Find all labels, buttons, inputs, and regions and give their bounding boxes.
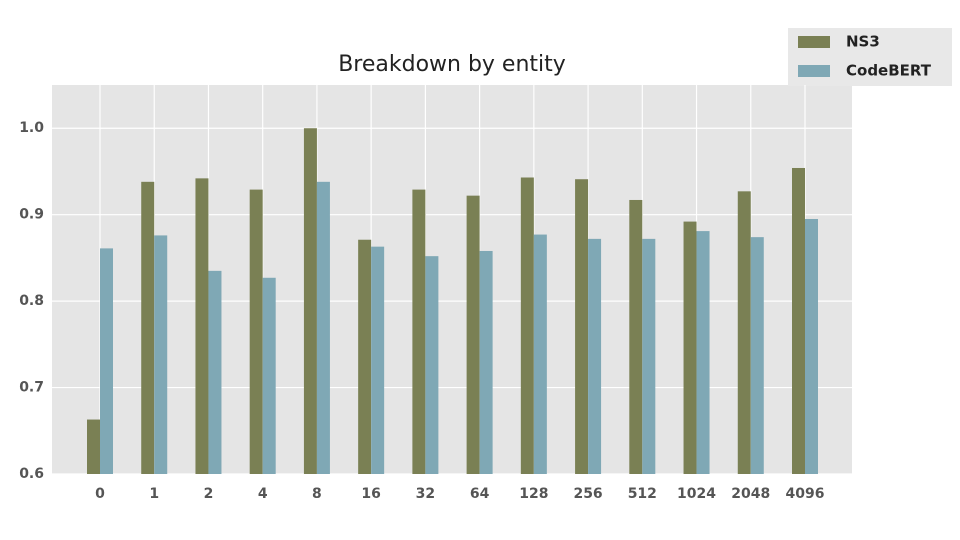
bar: [792, 167, 805, 474]
bar: [249, 189, 263, 474]
x-tick-label: 16: [361, 486, 380, 502]
bar: [533, 234, 547, 474]
bar: [750, 237, 764, 474]
bar: [154, 235, 168, 474]
y-tick-label: 0.7: [19, 380, 44, 396]
bar: [575, 179, 589, 475]
legend-swatch: [798, 36, 830, 48]
bar: [683, 221, 697, 474]
x-tick-label: 256: [573, 486, 602, 502]
bar: [642, 238, 656, 474]
x-tick-label: 64: [470, 486, 490, 502]
y-tick-label: 1.0: [19, 120, 44, 136]
legend-label: NS3: [846, 33, 880, 51]
legend-swatch: [798, 65, 830, 77]
x-tick-label: 1024: [677, 486, 716, 502]
x-tick-label: 0: [95, 486, 105, 502]
chart-title: Breakdown by entity: [338, 52, 566, 77]
bar: [87, 419, 100, 474]
bar: [262, 277, 276, 474]
y-tick-label: 0.6: [19, 466, 44, 482]
bar: [195, 178, 209, 475]
bar: [737, 191, 751, 474]
bar: [358, 239, 372, 474]
x-tick-label: 4: [258, 486, 268, 502]
x-tick-label: 128: [519, 486, 548, 502]
y-tick-label: 0.8: [19, 293, 44, 309]
bar: [466, 195, 480, 474]
bar: [100, 248, 113, 474]
x-tick-label: 8: [312, 486, 322, 502]
bar: [303, 128, 317, 474]
x-tick-label: 4096: [786, 486, 825, 502]
bar: [141, 181, 155, 474]
plot-area: [52, 85, 852, 474]
bar: [208, 270, 222, 474]
legend-label: CodeBERT: [846, 62, 932, 80]
bar: [479, 250, 493, 474]
bar: [412, 189, 426, 474]
x-tick-label: 1: [149, 486, 159, 502]
y-tick-label: 0.9: [19, 207, 44, 223]
x-tick-label: 2048: [731, 486, 770, 502]
x-tick-label: 2: [204, 486, 214, 502]
bar: [629, 199, 643, 474]
x-tick-label: 512: [628, 486, 657, 502]
x-tick-label: 32: [416, 486, 435, 502]
bar: [520, 177, 534, 475]
bar: [588, 238, 602, 474]
bar: [696, 231, 710, 474]
bar: [316, 181, 330, 474]
bar: [371, 246, 385, 474]
bar: [425, 256, 439, 474]
bar: [805, 218, 818, 474]
